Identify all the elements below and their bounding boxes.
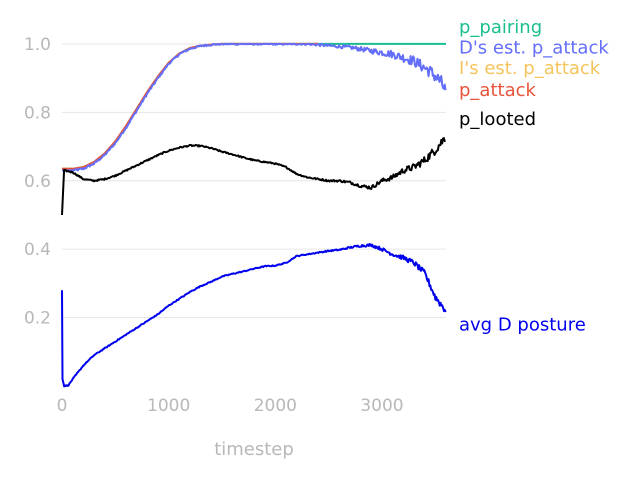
y-tick-label: 1.0 bbox=[24, 35, 51, 55]
series-label-0: p_pairing bbox=[459, 17, 542, 38]
series-line-2 bbox=[62, 42, 318, 170]
y-tick-label: 0.4 bbox=[24, 240, 51, 260]
series-line-3 bbox=[61, 42, 447, 172]
x-tick-label: 1000 bbox=[147, 396, 190, 416]
y-tick-label: 0.2 bbox=[24, 309, 51, 329]
series-label-5: avg D posture bbox=[459, 314, 586, 335]
series-line-4 bbox=[61, 137, 446, 216]
y-axis-ticks: 0.2 0.4 0.6 0.8 1.0 bbox=[24, 35, 51, 329]
y-tick-label: 0.8 bbox=[24, 103, 51, 123]
series-label-1: D's est. p_attack bbox=[459, 37, 609, 58]
series-lines bbox=[61, 42, 447, 388]
series-label-2: I's est. p_attack bbox=[459, 58, 601, 79]
y-tick-label: 0.6 bbox=[24, 172, 51, 192]
x-tick-label: 2000 bbox=[254, 396, 297, 416]
series-line-5 bbox=[61, 243, 447, 388]
x-axis-ticks: 0 1000 2000 3000 bbox=[57, 396, 404, 416]
x-tick-label: 0 bbox=[57, 396, 68, 416]
series-line-0 bbox=[62, 42, 446, 170]
x-axis-title: timestep bbox=[214, 439, 294, 460]
series-label-3: p_attack bbox=[459, 80, 536, 101]
series-line-1 bbox=[62, 42, 318, 170]
series-label-4: p_looted bbox=[459, 109, 536, 130]
x-tick-label: 3000 bbox=[360, 396, 403, 416]
